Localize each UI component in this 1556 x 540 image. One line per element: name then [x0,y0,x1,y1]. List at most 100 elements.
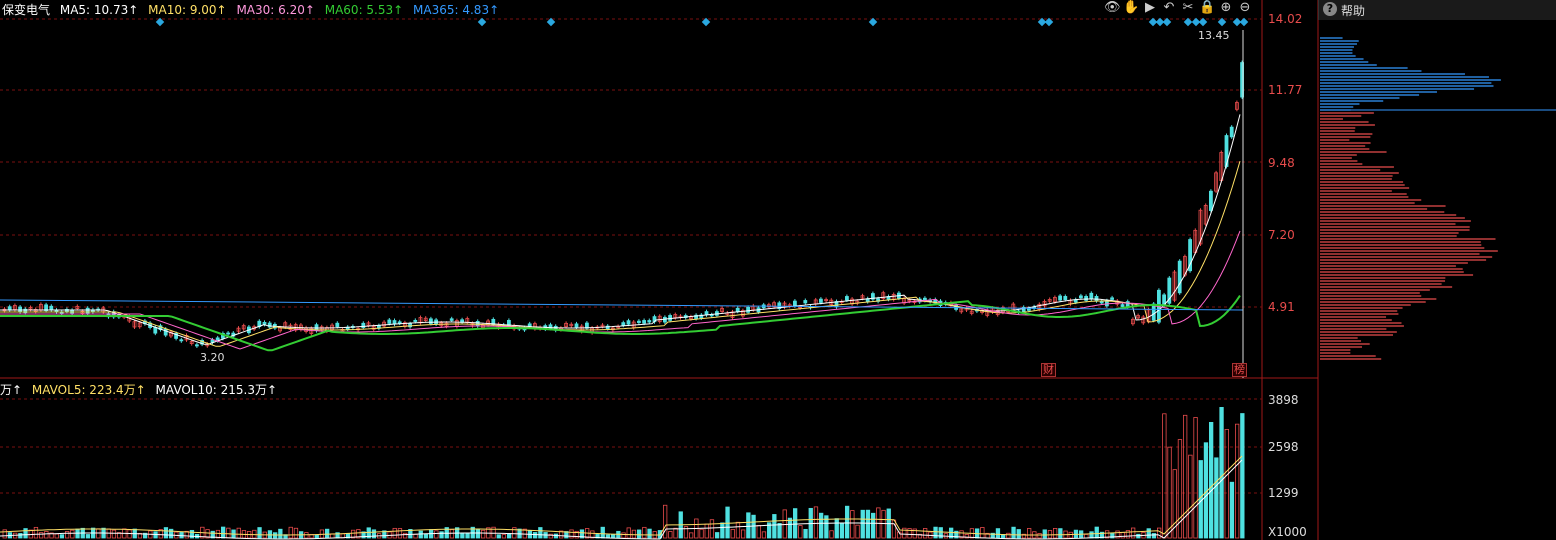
volume-bar [631,529,637,539]
dragon-tiger-list-tag[interactable]: 榜 [1232,363,1247,377]
volume-bar [912,528,917,539]
volume-bar [871,512,876,539]
volume-bar [111,529,117,539]
volume-unit: X1000 [1268,525,1307,539]
volume-bar [1172,469,1177,539]
candle-body [564,322,568,328]
volume-bar [117,532,122,539]
volume-bar [142,532,148,539]
volume-bar [1016,529,1021,539]
volume-bar [215,529,221,539]
volume-bar [902,527,907,539]
zoom-in-icon[interactable]: ⊕ [1220,0,1232,15]
ma5-label: MA5: 10.73↑ [59,3,139,17]
volume-bar [829,530,834,539]
volume-bar [512,527,517,539]
volume-bar [704,523,709,539]
play-icon[interactable]: ▶ [1145,0,1155,15]
candle-body [1188,239,1192,272]
volume-bar [226,527,231,539]
candle-body [23,308,28,314]
volume-bar [205,529,210,539]
volume-bar [1125,530,1131,539]
ma365-line [0,299,1244,311]
candle-body [226,332,231,335]
volume-bar [881,509,886,539]
candle-body [657,315,662,323]
candle-body [969,310,974,314]
undo-icon[interactable]: ↶ [1163,0,1175,15]
candle-body [1079,295,1083,299]
volume-bar [959,530,964,539]
candle-body [366,322,371,326]
financial-report-tag[interactable]: 财 [1041,363,1056,377]
candle-body [647,320,652,323]
volume-bar [611,534,616,539]
candle-body [824,299,828,302]
scissors-icon[interactable]: ✂ [1182,0,1194,15]
candle-body [428,318,433,324]
candle-body [1136,315,1140,319]
help-panel[interactable]: ? 帮助 [1318,0,1556,20]
candle-body [720,308,724,313]
candle-body [132,321,137,328]
candle-body [1167,277,1172,304]
volume-bar [995,528,1001,539]
volume-tick: 2598 [1268,440,1299,454]
volume-bar [1229,481,1235,539]
volume-bar [1177,439,1183,539]
candle-body [1084,296,1088,301]
volume-bar [1042,529,1047,539]
volume-bar [865,509,871,539]
candle-body [569,323,574,327]
candle-body [491,318,496,325]
candle-body [49,305,54,311]
volume-bar [65,531,70,539]
volume-bar [715,532,720,539]
volume-bar [1209,421,1214,539]
candle-body [1209,190,1213,211]
volume-bar [392,527,397,539]
candle-body [600,324,605,327]
volume-bar [964,534,969,539]
candle-body [413,319,418,322]
volume-bar [257,527,262,539]
candle-body [860,295,865,299]
eye-icon[interactable]: 👁 [1104,0,1121,15]
candle-body [548,324,553,329]
volume-bar [689,532,694,539]
hand-icon[interactable]: ✋ [1123,0,1140,15]
candle-body [174,333,179,339]
candle-body [241,325,246,330]
volume-bar [860,509,865,539]
volume-bar [1047,530,1053,539]
volume-bar [845,505,850,539]
candle-body [1053,297,1057,303]
mavol10-label: MAVOL10: 215.3万↑ [155,383,278,397]
volume-bar [1094,526,1099,539]
candle-body [1125,301,1130,308]
volume-bar [475,528,481,539]
price-tick: 7.20 [1268,228,1295,242]
volume-bar [413,533,418,539]
candle-body [1146,309,1151,322]
zoom-out-icon[interactable]: ⊖ [1239,0,1251,15]
price-tick: 9.48 [1268,156,1295,170]
candle-body [194,344,199,347]
volume-bar [709,519,715,539]
candle-body [907,299,912,302]
lock-icon[interactable]: 🔒 [1199,0,1216,15]
help-icon[interactable]: ? [1323,2,1337,16]
volume-bar [506,533,512,539]
volume-bar [434,530,439,539]
candle-body [1203,205,1208,225]
volume-tick: 3898 [1268,393,1299,407]
volume-bar [579,529,585,539]
volume-bar [850,510,855,539]
volume-bar [621,532,626,539]
volume-bar [647,528,652,539]
candle-body [621,322,626,326]
volume-bar [793,508,798,539]
candle-body [371,325,376,330]
